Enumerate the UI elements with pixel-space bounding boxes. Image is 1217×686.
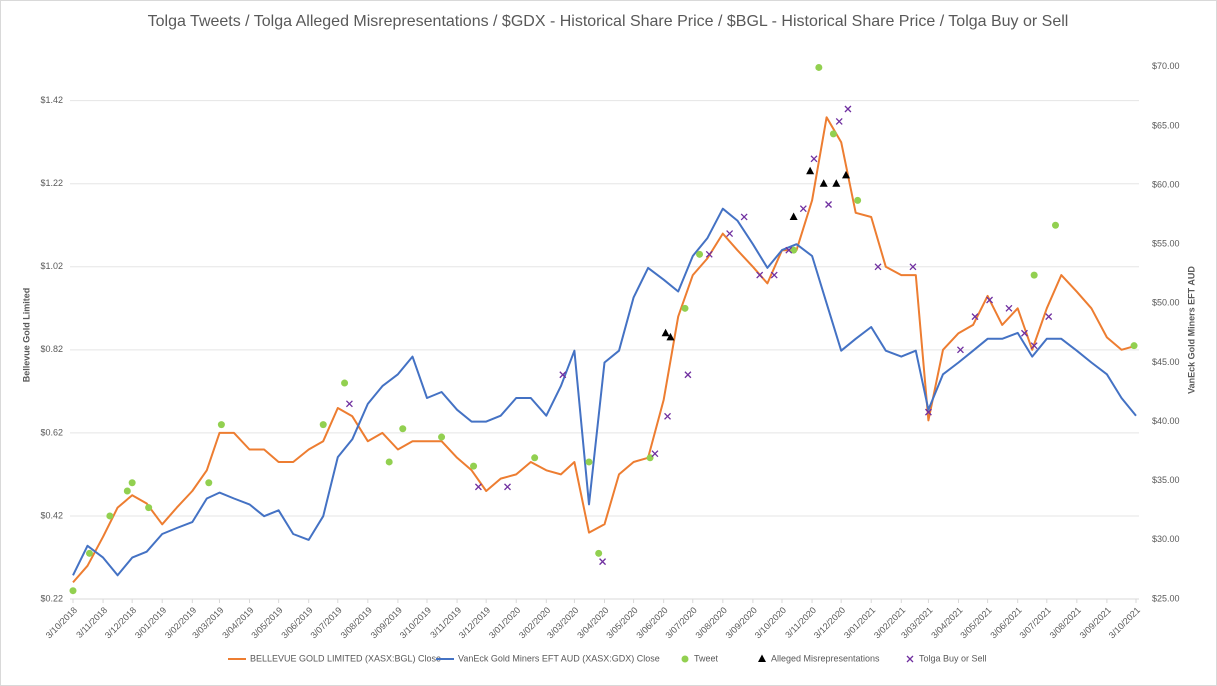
tweet-marker — [854, 196, 862, 204]
y2-axis-title: VanEck Gold Miners EFT AUD — [1186, 266, 1196, 394]
y2-tick-label: $30.00 — [1152, 534, 1180, 544]
tweet-marker — [399, 425, 407, 433]
trade-marker — [956, 346, 964, 354]
misrep-marker — [842, 170, 851, 179]
trade-marker — [810, 155, 818, 163]
tweet-marker — [790, 246, 798, 254]
trade-marker — [345, 400, 353, 408]
misrep-marker — [789, 212, 798, 220]
trade-marker — [785, 246, 793, 254]
legend-label: Alleged Misrepresentations — [771, 653, 880, 663]
misrep-marker — [661, 328, 670, 337]
trade-marker — [651, 450, 659, 458]
tweet-marker — [595, 549, 603, 557]
legend-label: BELLEVUE GOLD LIMITED (XASX:BGL) Close — [250, 653, 441, 663]
y2-tick-label: $40.00 — [1152, 416, 1180, 426]
trade-marker — [909, 263, 917, 271]
y-axis-title: Bellevue Gold Limited — [21, 288, 31, 383]
tweet-marker — [85, 549, 93, 557]
tweet-marker — [696, 250, 704, 258]
trade-marker — [1045, 313, 1053, 321]
trade-marker — [740, 213, 748, 221]
y-tick-label: $0.22 — [40, 593, 63, 603]
tweet-marker — [145, 504, 153, 512]
trade-marker — [684, 371, 692, 379]
trade-marker — [1005, 304, 1013, 312]
legend-swatch — [906, 655, 914, 663]
tweet-marker — [585, 458, 593, 466]
trade-marker — [825, 201, 833, 208]
y2-tick-label: $45.00 — [1152, 357, 1180, 367]
tweet-marker — [681, 304, 689, 312]
y-tick-label: $1.02 — [40, 261, 63, 271]
misrep-marker — [666, 332, 675, 341]
tweet-marker — [1030, 271, 1038, 279]
y2-tick-label: $25.00 — [1152, 593, 1180, 603]
tweet-marker — [815, 63, 823, 71]
trade-marker — [1030, 342, 1038, 350]
trade-marker — [756, 271, 764, 279]
trade-marker — [559, 371, 567, 379]
tweet-marker — [205, 479, 213, 487]
trade-marker — [474, 483, 482, 491]
trade-marker — [705, 250, 713, 258]
tweet-marker — [319, 421, 327, 429]
legend-swatch — [758, 654, 766, 662]
trade-marker — [971, 313, 979, 321]
tweet-marker — [829, 130, 837, 138]
y2-tick-label: $60.00 — [1152, 179, 1180, 189]
legend-swatch — [681, 655, 689, 663]
y2-tick-label: $35.00 — [1152, 475, 1180, 485]
trade-marker — [835, 117, 843, 125]
trade-marker — [1021, 329, 1028, 337]
y-tick-label: $0.62 — [40, 427, 63, 437]
trade-marker — [986, 296, 994, 304]
legend-label: Tolga Buy or Sell — [919, 653, 987, 663]
tweet-marker — [1130, 342, 1138, 350]
tweet-marker — [1051, 221, 1059, 229]
y-tick-label: $1.42 — [40, 95, 63, 105]
tweet-marker — [470, 462, 478, 470]
trade-marker — [874, 263, 882, 271]
y2-tick-label: $50.00 — [1152, 298, 1180, 308]
tweet-marker — [106, 512, 114, 520]
y2-tick-label: $55.00 — [1152, 239, 1180, 249]
tweet-marker — [385, 458, 393, 466]
tweet-marker — [123, 487, 131, 495]
tweet-marker — [217, 421, 225, 429]
trade-marker — [664, 412, 672, 420]
trade-marker — [726, 230, 734, 238]
y2-tick-label: $65.00 — [1152, 120, 1180, 130]
trade-marker — [504, 483, 511, 491]
tweet-marker — [69, 587, 77, 595]
line-series — [72, 207, 1137, 577]
y-tick-label: $0.42 — [40, 510, 63, 520]
tweet-marker — [341, 379, 349, 387]
legend-label: VanEck Gold Miners EFT AUD (XASX:GDX) Cl… — [458, 653, 660, 663]
tweet-marker — [128, 479, 136, 487]
tweet-marker — [531, 454, 539, 462]
y-tick-label: $1.22 — [40, 178, 63, 188]
tweet-marker — [438, 433, 446, 441]
misrep-marker — [806, 166, 815, 175]
trade-marker — [599, 558, 607, 566]
legend-label: Tweet — [694, 653, 719, 663]
y2-tick-label: $70.00 — [1152, 61, 1180, 71]
line-series — [72, 116, 1137, 584]
y-tick-label: $0.82 — [40, 344, 63, 354]
misrep-marker — [819, 179, 828, 187]
chart-title: Tolga Tweets / Tolga Alleged Misrepresen… — [148, 13, 1069, 30]
misrep-marker — [832, 179, 841, 187]
trade-marker — [799, 205, 807, 213]
trade-marker — [924, 408, 932, 416]
trade-marker — [770, 271, 778, 279]
trade-marker — [844, 105, 852, 113]
